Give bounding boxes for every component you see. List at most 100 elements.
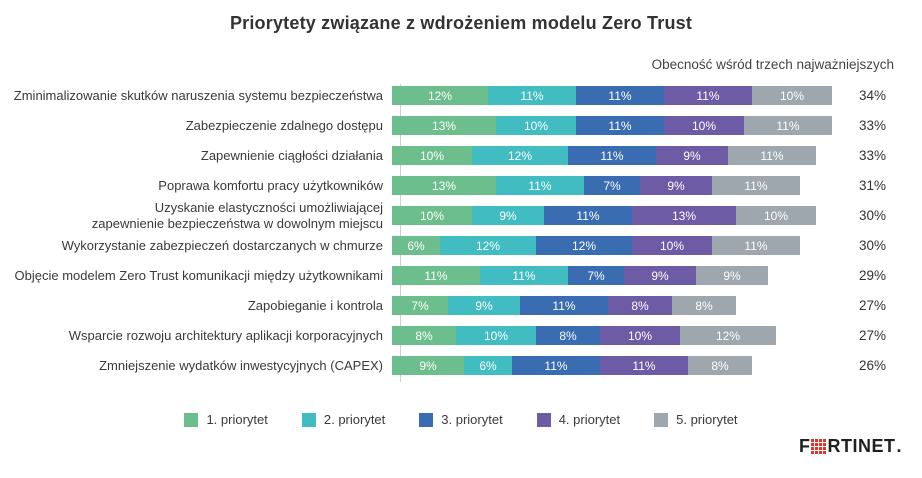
chart-legend: 1. priorytet 2. priorytet 3. priorytet 4. p… [0,412,922,427]
bar-segment: 13% [392,176,496,195]
bar-segment: 10% [664,116,744,135]
bar-segment: 11% [712,176,800,195]
bar-segment: 10% [496,116,576,135]
bar-track: 11% 11% 7% 9% 9% [392,266,852,285]
bar-segment: 9% [624,266,696,285]
bar-segment: 11% [600,356,688,375]
chart-row: Uzyskanie elastyczności umożliwiającej z… [0,200,922,231]
row-total: 27% [858,328,886,343]
row-total: 34% [858,88,886,103]
chart-row: Zapewnienie ciągłości działania 10% 12% 11%… [0,146,922,165]
chart-row: Zminimalizowanie skutków naruszenia syst… [0,86,922,105]
bar-segment: 11% [512,356,600,375]
chart-row: Zapobieganie i kontrola 7% 9% 11% 8% 8% 27% [0,296,922,315]
chart-row: Zmniejszenie wydatków inwestycyjnych (CA… [0,356,922,375]
bar-track: 7% 9% 11% 8% 8% [392,296,852,315]
bar-segment: 12% [472,146,568,165]
legend-swatch-icon [301,412,316,427]
row-total: 33% [858,148,886,163]
bar-segment: 9% [656,146,728,165]
row-label: Wykorzystanie zabezpieczeń dostarczanych… [61,237,383,253]
chart-row: Wykorzystanie zabezpieczeń dostarczanych… [0,236,922,255]
bar-segment: 10% [392,146,472,165]
chart-rows: Zminimalizowanie skutków naruszenia syst… [0,86,922,375]
y-axis-line [400,84,401,382]
fortinet-logo: F RTINET . [799,436,902,457]
bar-segment: 10% [752,86,832,105]
legend-item: 3. priorytet [419,412,503,427]
bar-segment: 11% [392,266,480,285]
bar-segment: 6% [464,356,512,375]
row-label: Uzyskanie elastyczności umożliwiającej z… [91,199,383,231]
row-total: 27% [858,298,886,313]
bar-segment: 8% [688,356,752,375]
bar-track: 8% 10% 8% 10% 12% [392,326,852,345]
legend-swatch-icon [536,412,551,427]
bar-segment: 12% [440,236,536,255]
bar-segment: 12% [536,236,632,255]
bar-track: 12% 11% 11% 11% 10% [392,86,852,105]
logo-dot: . [896,436,902,456]
bar-segment: 8% [536,326,600,345]
bar-segment: 11% [568,146,656,165]
bar-track: 6% 12% 12% 10% 11% [392,236,852,255]
chart-row: Poprawa komfortu pracy użytkowników 13% 11… [0,176,922,195]
logo-text-prefix: F [798,436,811,456]
row-label: Poprawa komfortu pracy użytkowników [158,177,383,193]
row-total: 33% [858,118,886,133]
legend-label: 1. priorytet [206,412,268,427]
bar-track: 13% 11% 7% 9% 11% [392,176,852,195]
bar-segment: 10% [632,236,712,255]
bar-segment: 7% [392,296,448,315]
legend-swatch-icon [654,412,669,427]
bar-segment: 12% [680,326,776,345]
chart-row: Objęcie modelem Zero Trust komunikacji m… [0,266,922,285]
row-label: Objęcie modelem Zero Trust komunikacji m… [14,267,383,283]
bar-segment: 11% [576,86,664,105]
row-label: Zabezpieczenie zdalnego dostępu [185,117,383,133]
bar-segment: 7% [568,266,624,285]
bar-segment: 9% [696,266,768,285]
legend-item: 2. priorytet [301,412,386,427]
legend-label: 2. priorytet [323,412,386,427]
bar-segment: 11% [480,266,568,285]
bar-track: 10% 9% 11% 13% 10% [392,206,852,225]
bar-segment: 10% [736,206,816,225]
bar-track: 13% 10% 11% 10% 11% [392,116,852,135]
row-total: 30% [858,208,886,223]
row-label: Zmniejszenie wydatków inwestycyjnych (CA… [99,357,383,373]
bar-segment: 11% [544,206,632,225]
legend-item: 1. priorytet [184,412,268,427]
row-label: Zapewnienie ciągłości działania [200,147,383,163]
legend-label: 4. priorytet [558,412,621,427]
bar-segment: 9% [392,356,464,375]
legend-label: 5. priorytet [676,412,738,427]
bar-segment: 12% [392,86,488,105]
bar-segment: 6% [392,236,440,255]
row-total: 31% [858,178,886,193]
legend-item: 5. priorytet [654,412,738,427]
legend-item: 4. priorytet [536,412,621,427]
bar-segment: 11% [664,86,752,105]
totals-column-header: Obecność wśród trzech najważniejszych [651,57,894,72]
bar-segment: 7% [584,176,640,195]
page-title: Priorytety związane z wdrożeniem modelu … [229,13,693,33]
bar-segment: 13% [632,206,736,225]
fortinet-o-icon [811,439,827,454]
bar-segment: 9% [640,176,712,195]
bar-segment: 9% [472,206,544,225]
row-total: 30% [858,238,886,253]
row-label: Zapobieganie i kontrola [247,297,383,313]
bar-segment: 10% [456,326,536,345]
bar-segment: 13% [392,116,496,135]
bar-segment: 8% [608,296,672,315]
bar-track: 10% 12% 11% 9% 11% [392,146,852,165]
bar-segment: 10% [600,326,680,345]
bar-segment: 11% [728,146,816,165]
legend-label: 3. priorytet [441,412,503,427]
bar-segment: 11% [576,116,664,135]
row-label: Wsparcie rozwoju architektury aplikacji … [68,327,383,343]
legend-swatch-icon [184,412,199,427]
bar-segment: 8% [672,296,736,315]
bar-segment: 10% [392,206,472,225]
